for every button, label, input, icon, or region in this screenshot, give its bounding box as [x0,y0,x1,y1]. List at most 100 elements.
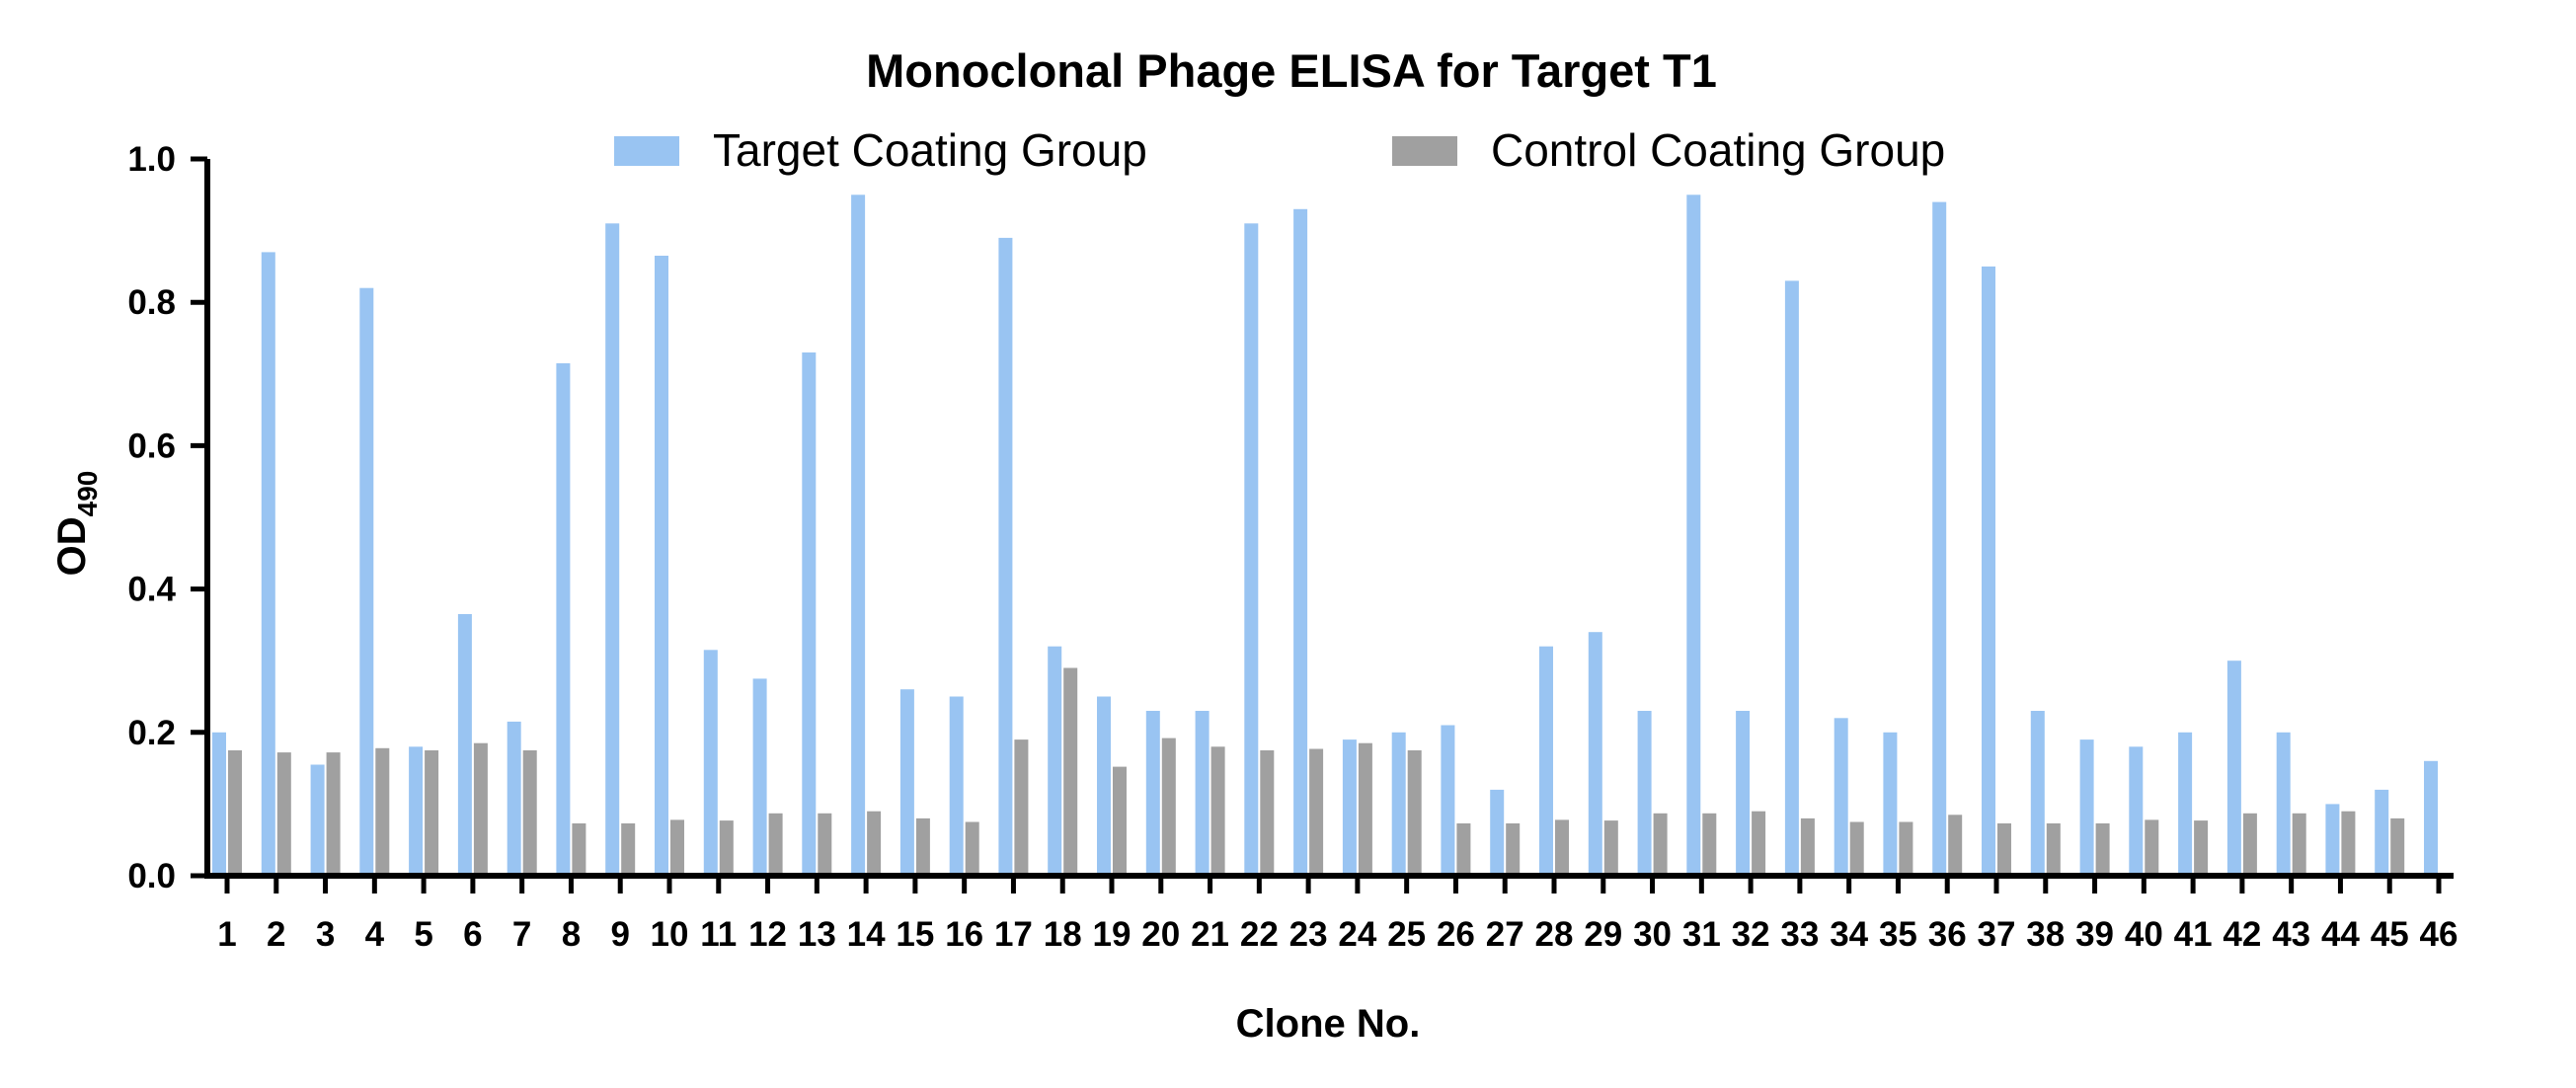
bar-control-clone-6 [473,742,488,876]
y-tick-label: 0.8 [127,283,176,322]
x-tick-label: 28 [1535,915,1574,954]
y-tick-label: 0.0 [127,857,176,895]
bar-control-clone-15 [915,817,930,876]
bar-control-clone-8 [572,823,586,876]
bar-target-clone-12 [752,678,767,876]
bar-control-clone-5 [425,750,439,876]
y-tick-label: 0.4 [127,571,176,609]
x-tick-label: 44 [2321,915,2360,954]
bar-target-clone-11 [703,650,718,876]
x-tick-label: 18 [1044,915,1082,954]
x-tick-label: 11 [700,915,737,954]
bar-control-clone-45 [2390,817,2405,876]
bar-control-clone-34 [1849,821,1864,876]
bar-control-clone-42 [2242,813,2257,876]
bar-control-clone-13 [818,813,832,876]
bar-target-clone-33 [1784,280,1799,876]
bar-target-clone-42 [2226,661,2241,876]
bar-target-clone-37 [1982,266,1995,876]
x-tick-label: 5 [414,915,432,954]
bar-target-clone-38 [2030,711,2045,876]
bar-control-clone-11 [719,820,734,876]
y-axis-title-main: OD [50,516,94,576]
x-tick-label: 46 [2420,915,2459,954]
bar-target-clone-2 [261,252,275,876]
bar-control-clone-35 [1899,821,1913,876]
bar-target-clone-18 [1048,646,1062,876]
x-tick-label: 6 [463,915,482,954]
bar-target-clone-25 [1391,732,1406,876]
bar-target-clone-10 [655,256,668,876]
bar-control-clone-43 [2292,813,2306,876]
y-tick-label: 0.2 [127,714,176,752]
bars-layer [212,194,2438,877]
x-tick-label: 9 [610,915,629,954]
legend-swatch-control [1392,136,1457,166]
x-tick-label: 25 [1387,915,1426,954]
bar-target-clone-19 [1097,696,1111,876]
x-tick-label: 39 [2075,915,2114,954]
bar-control-clone-39 [2095,823,2110,876]
bar-target-clone-44 [2325,804,2340,876]
bar-target-clone-32 [1736,711,1751,876]
bar-control-clone-9 [621,823,636,876]
x-tick-label: 19 [1093,915,1132,954]
x-tick-label: 13 [798,915,836,954]
bar-control-clone-29 [1603,820,1618,876]
x-tick-label: 4 [365,915,385,954]
y-axis-title-subscript: 490 [72,471,103,517]
x-tick-label: 34 [1830,915,1868,954]
x-tick-label: 24 [1338,915,1376,954]
bar-control-clone-41 [2194,820,2209,876]
bar-control-clone-14 [867,811,882,876]
bar-control-clone-17 [1014,739,1029,876]
x-tick-label: 12 [748,915,787,954]
y-axis-title: OD490 [50,471,103,577]
bar-target-clone-6 [457,614,472,876]
bar-control-clone-36 [1948,815,1963,876]
y-tick-label: 0.6 [127,427,176,465]
bar-control-clone-40 [2145,819,2159,876]
bar-target-clone-41 [2178,732,2193,876]
x-tick-label: 36 [1928,915,1967,954]
x-tick-label: 23 [1289,915,1328,954]
bar-control-clone-44 [2341,811,2356,876]
bar-target-clone-40 [2129,746,2144,876]
y-tick-label: 1.0 [127,140,176,179]
bar-target-clone-4 [359,287,374,876]
bar-control-clone-37 [1997,823,2011,876]
x-tick-label: 26 [1437,915,1475,954]
x-tick-label: 14 [847,915,886,954]
bar-target-clone-3 [310,764,325,876]
bar-control-clone-31 [1702,813,1717,876]
x-tick-label: 1 [217,915,236,954]
bar-target-clone-39 [2079,739,2094,876]
x-tick-label: 20 [1141,915,1180,954]
x-tick-label: 29 [1584,915,1622,954]
x-tick-label: 17 [994,915,1033,954]
bar-control-clone-1 [228,750,242,876]
bar-control-clone-28 [1555,819,1569,876]
x-tick-label: 37 [1978,915,2016,954]
legend-swatch-target [614,136,679,166]
bar-control-clone-27 [1506,823,1521,876]
x-tick-label: 27 [1486,915,1524,954]
bar-target-clone-9 [605,223,620,877]
x-tick-label: 33 [1780,915,1819,954]
bar-target-clone-28 [1539,646,1553,876]
bar-control-clone-23 [1309,748,1324,876]
legend-label-control: Control Coating Group [1491,124,1945,176]
bar-control-clone-19 [1113,766,1127,876]
x-tick-label: 22 [1240,915,1279,954]
x-tick-label: 21 [1191,915,1229,954]
bar-target-clone-5 [409,746,424,876]
x-tick-label: 35 [1879,915,1917,954]
bar-target-clone-16 [949,696,964,876]
legend-label-target: Target Coating Group [713,124,1147,176]
bar-control-clone-30 [1653,813,1668,876]
x-tick-label: 42 [2223,915,2261,954]
x-tick-label: 30 [1633,915,1672,954]
bar-control-clone-33 [1800,817,1815,876]
x-tick-label: 7 [512,915,531,954]
